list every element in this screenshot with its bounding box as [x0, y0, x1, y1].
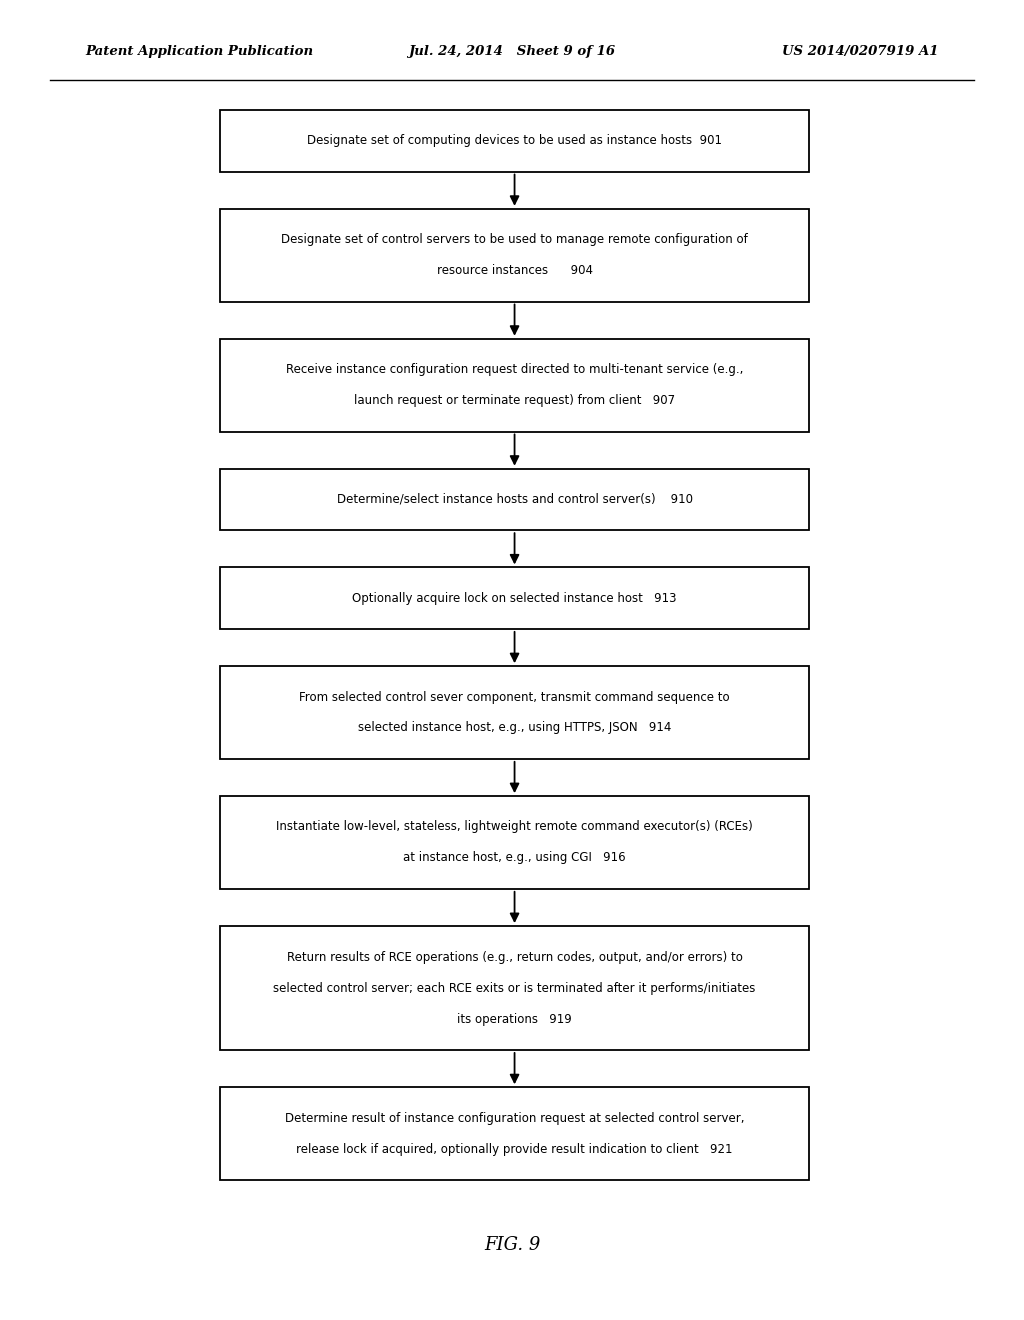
- Text: selected control server; each RCE exits or is terminated after it performs/initi: selected control server; each RCE exits …: [273, 982, 756, 994]
- Text: FIG. 9: FIG. 9: [483, 1236, 541, 1254]
- Text: Receive instance configuration request directed to multi-tenant service (e.g.,: Receive instance configuration request d…: [286, 363, 743, 376]
- Bar: [220, 469, 809, 531]
- Text: Return results of RCE operations (e.g., return codes, output, and/or errors) to: Return results of RCE operations (e.g., …: [287, 950, 742, 964]
- Text: US 2014/0207919 A1: US 2014/0207919 A1: [782, 45, 939, 58]
- Bar: [220, 110, 809, 172]
- Text: selected instance host, e.g., using HTTPS, JSON   914: selected instance host, e.g., using HTTP…: [357, 722, 672, 734]
- Text: at instance host, e.g., using CGI   916: at instance host, e.g., using CGI 916: [403, 851, 626, 865]
- Text: Determine result of instance configuration request at selected control server,: Determine result of instance configurati…: [285, 1111, 744, 1125]
- Bar: [220, 339, 809, 432]
- Bar: [220, 1088, 809, 1180]
- Text: Jul. 24, 2014   Sheet 9 of 16: Jul. 24, 2014 Sheet 9 of 16: [409, 45, 615, 58]
- Text: resource instances      904: resource instances 904: [436, 264, 593, 277]
- Bar: [220, 796, 809, 888]
- Text: Optionally acquire lock on selected instance host   913: Optionally acquire lock on selected inst…: [352, 591, 677, 605]
- Bar: [220, 209, 809, 301]
- Text: launch request or terminate request) from client   907: launch request or terminate request) fro…: [354, 395, 675, 407]
- Text: Determine/select instance hosts and control server(s)    910: Determine/select instance hosts and cont…: [337, 492, 692, 506]
- Bar: [220, 568, 809, 628]
- Bar: [220, 667, 809, 759]
- Text: Designate set of control servers to be used to manage remote configuration of: Designate set of control servers to be u…: [282, 234, 748, 246]
- Text: Patent Application Publication: Patent Application Publication: [85, 45, 313, 58]
- Text: its operations   919: its operations 919: [457, 1012, 572, 1026]
- Text: Designate set of computing devices to be used as instance hosts  901: Designate set of computing devices to be…: [307, 135, 722, 148]
- Text: Instantiate low-level, stateless, lightweight remote command executor(s) (RCEs): Instantiate low-level, stateless, lightw…: [276, 821, 753, 833]
- Bar: [220, 927, 809, 1049]
- Text: release lock if acquired, optionally provide result indication to client   921: release lock if acquired, optionally pro…: [296, 1143, 733, 1155]
- Text: From selected control sever component, transmit command sequence to: From selected control sever component, t…: [299, 690, 730, 704]
